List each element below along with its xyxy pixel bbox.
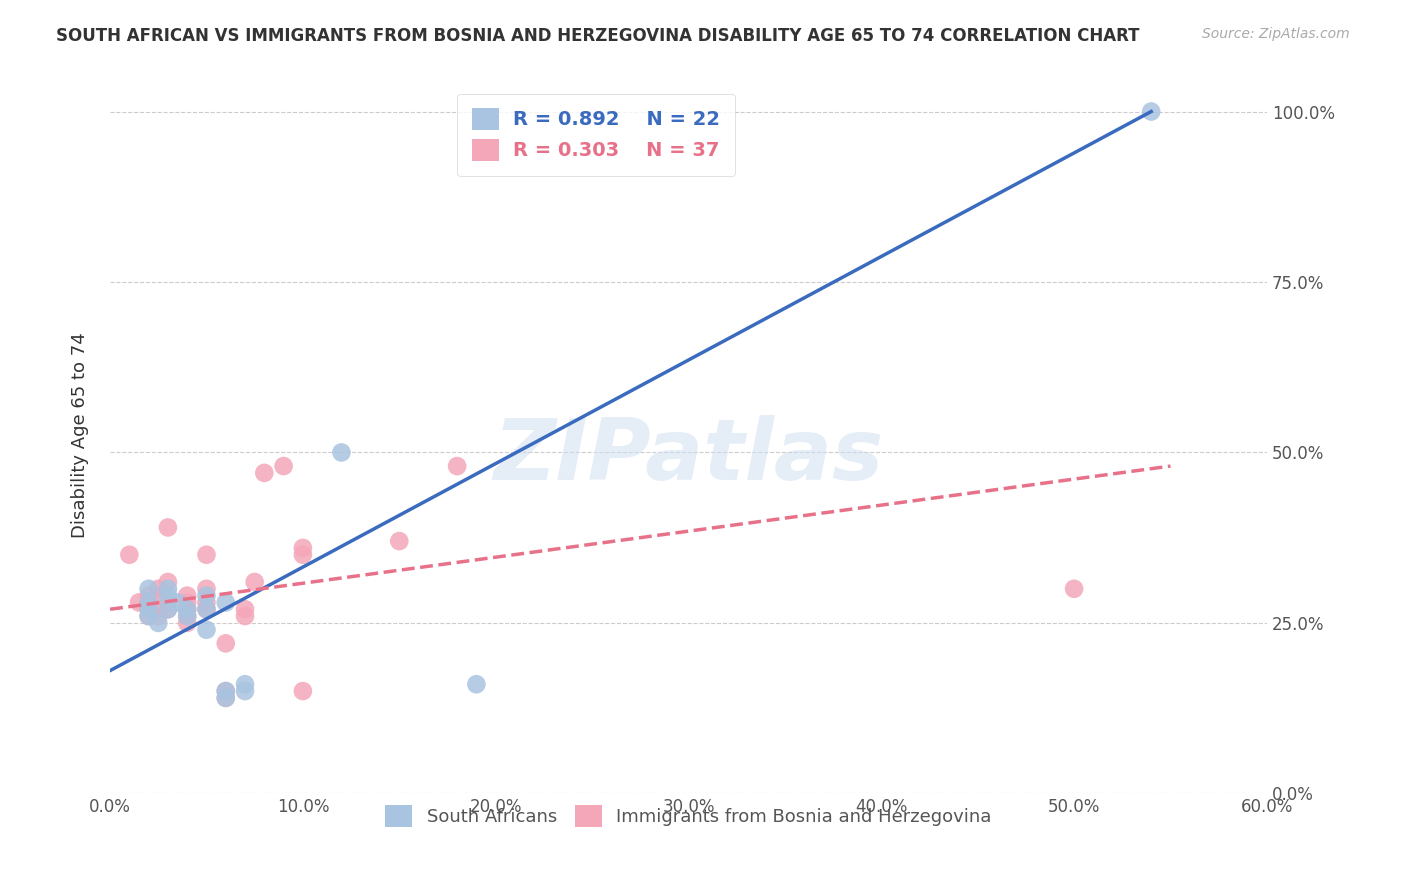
- Y-axis label: Disability Age 65 to 74: Disability Age 65 to 74: [72, 333, 89, 538]
- Point: [195, 589, 218, 603]
- Point: [176, 615, 198, 630]
- Point: [291, 541, 314, 555]
- Point: [233, 677, 256, 691]
- Point: [176, 609, 198, 624]
- Point: [148, 615, 170, 630]
- Point: [195, 602, 218, 616]
- Point: [148, 609, 170, 624]
- Point: [148, 582, 170, 596]
- Point: [195, 595, 218, 609]
- Text: Source: ZipAtlas.com: Source: ZipAtlas.com: [1202, 27, 1350, 41]
- Point: [330, 445, 353, 459]
- Point: [176, 609, 198, 624]
- Point: [215, 690, 238, 705]
- Point: [156, 520, 179, 534]
- Point: [156, 589, 179, 603]
- Point: [138, 609, 160, 624]
- Point: [156, 582, 179, 596]
- Point: [156, 602, 179, 616]
- Point: [138, 582, 160, 596]
- Point: [176, 602, 198, 616]
- Point: [291, 548, 314, 562]
- Point: [138, 589, 160, 603]
- Point: [118, 548, 141, 562]
- Text: ZIPatlas: ZIPatlas: [494, 416, 883, 499]
- Point: [156, 602, 179, 616]
- Point: [273, 459, 295, 474]
- Point: [166, 595, 188, 609]
- Point: [233, 609, 256, 624]
- Point: [253, 466, 276, 480]
- Point: [215, 636, 238, 650]
- Point: [156, 574, 179, 589]
- Point: [148, 589, 170, 603]
- Point: [215, 690, 238, 705]
- Point: [195, 623, 218, 637]
- Point: [1140, 104, 1163, 119]
- Point: [138, 602, 160, 616]
- Legend: South Africans, Immigrants from Bosnia and Herzegovina: South Africans, Immigrants from Bosnia a…: [378, 798, 1000, 834]
- Point: [233, 684, 256, 698]
- Point: [176, 589, 198, 603]
- Point: [291, 684, 314, 698]
- Point: [128, 595, 150, 609]
- Text: SOUTH AFRICAN VS IMMIGRANTS FROM BOSNIA AND HERZEGOVINA DISABILITY AGE 65 TO 74 : SOUTH AFRICAN VS IMMIGRANTS FROM BOSNIA …: [56, 27, 1140, 45]
- Point: [176, 595, 198, 609]
- Point: [138, 595, 160, 609]
- Point: [138, 609, 160, 624]
- Point: [138, 595, 160, 609]
- Point: [215, 684, 238, 698]
- Point: [446, 459, 468, 474]
- Point: [243, 574, 266, 589]
- Point: [388, 534, 411, 549]
- Point: [215, 684, 238, 698]
- Point: [195, 582, 218, 596]
- Point: [465, 677, 488, 691]
- Point: [138, 602, 160, 616]
- Point: [1063, 582, 1085, 596]
- Point: [233, 602, 256, 616]
- Point: [176, 602, 198, 616]
- Point: [148, 602, 170, 616]
- Point: [156, 595, 179, 609]
- Point: [215, 595, 238, 609]
- Point: [195, 602, 218, 616]
- Point: [195, 548, 218, 562]
